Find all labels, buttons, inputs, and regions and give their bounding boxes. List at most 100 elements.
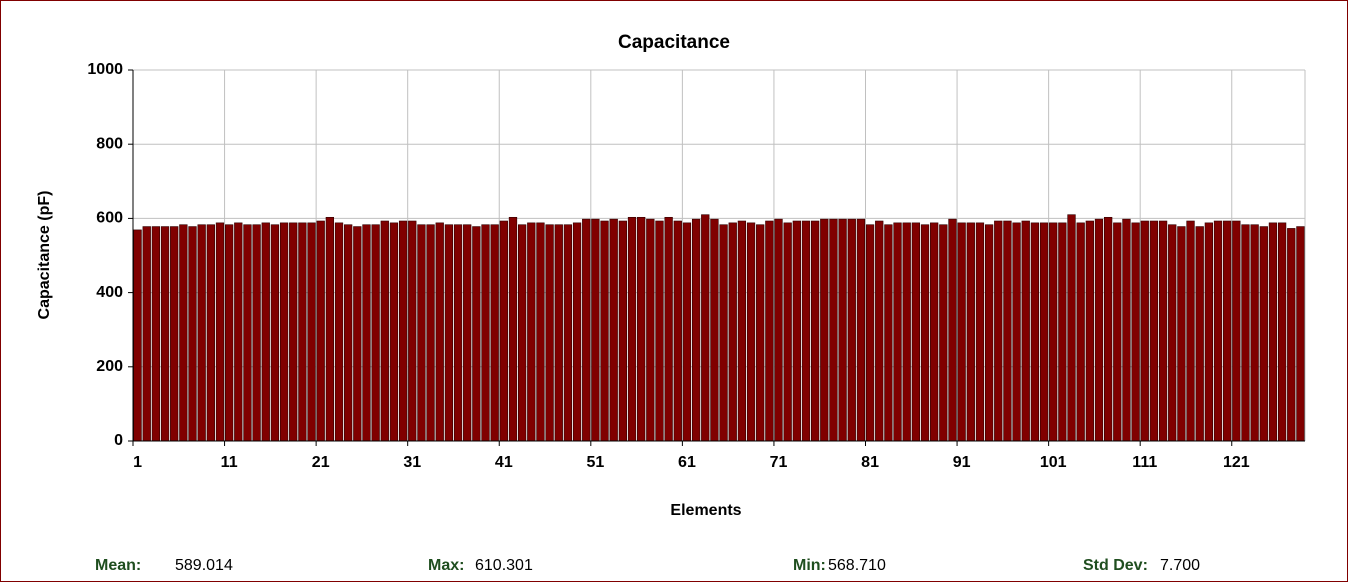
bar (884, 224, 893, 442)
bar (371, 224, 380, 442)
x-axis-label: Elements (670, 502, 741, 519)
bar (646, 218, 655, 442)
bar (472, 226, 481, 442)
bar (1049, 222, 1058, 442)
bar (224, 224, 234, 442)
bar (298, 222, 307, 442)
bar (1131, 222, 1140, 442)
bar (1250, 224, 1259, 442)
bar (673, 220, 682, 442)
y-tick-label: 1000 (87, 61, 123, 78)
bar (627, 216, 637, 442)
bar (948, 218, 957, 442)
x-tick-label: 21 (312, 454, 330, 471)
bar (554, 224, 563, 442)
bar (756, 224, 765, 442)
x-tick-label: 121 (1223, 454, 1250, 471)
bar (435, 222, 444, 442)
bar (517, 224, 527, 442)
bar (1296, 226, 1305, 442)
x-tick-label: 91 (953, 454, 971, 471)
bar (637, 216, 646, 442)
bar (362, 224, 371, 442)
bar (930, 222, 939, 442)
bar (1204, 222, 1214, 442)
bar (719, 224, 728, 442)
bar (261, 222, 270, 442)
bar (829, 218, 838, 442)
bar (1012, 222, 1021, 442)
bar (792, 220, 801, 442)
bar (1277, 222, 1287, 442)
stat-value: 568.710 (828, 557, 886, 574)
bar (1177, 226, 1186, 442)
bar (197, 224, 206, 442)
bar (270, 224, 280, 442)
bar (1232, 220, 1241, 442)
bar (252, 224, 261, 442)
bar (481, 224, 490, 442)
x-tick-label: 61 (678, 454, 696, 471)
bar (655, 220, 664, 442)
bar (380, 220, 389, 442)
stat-value: 589.014 (175, 557, 233, 574)
bar (691, 218, 701, 442)
bar (783, 222, 792, 442)
bar (1158, 220, 1168, 442)
bar (801, 220, 811, 442)
bar (966, 222, 975, 442)
bar (206, 224, 215, 442)
bar (582, 218, 591, 442)
bar (444, 224, 454, 442)
bar (1241, 224, 1250, 442)
bar (353, 226, 362, 442)
x-tick-label: 101 (1040, 454, 1067, 471)
x-tick-label: 1 (133, 454, 142, 471)
bar (1067, 214, 1076, 442)
bar (1039, 222, 1049, 442)
bar (1149, 220, 1159, 442)
bar (810, 220, 820, 442)
bar (1268, 222, 1278, 442)
stat-label: Max: (428, 557, 464, 574)
bar (1030, 222, 1040, 442)
y-tick-label: 200 (96, 358, 123, 375)
bar (618, 220, 628, 442)
bar (398, 220, 408, 442)
stat-value: 7.700 (1160, 557, 1200, 574)
bar (1085, 220, 1094, 442)
bar (417, 224, 426, 442)
bar (508, 216, 518, 442)
bar (160, 226, 170, 442)
bar (490, 224, 499, 442)
bar (737, 220, 747, 442)
bar (408, 220, 417, 442)
bar (838, 218, 847, 442)
bar (893, 222, 902, 442)
bar (527, 222, 536, 442)
bar (289, 222, 298, 442)
bar (463, 224, 472, 442)
bar (279, 222, 289, 442)
bar (1186, 220, 1195, 442)
bar (536, 222, 545, 442)
bar (179, 224, 188, 442)
bar (701, 214, 710, 442)
bar (664, 216, 673, 442)
stat-value: 610.301 (475, 557, 533, 574)
bar (957, 222, 966, 442)
x-tick-label: 81 (861, 454, 879, 471)
bar (389, 222, 399, 442)
bar (1103, 216, 1113, 442)
bar (316, 220, 325, 442)
bar (170, 226, 179, 442)
stat-label: Min: (793, 557, 826, 574)
bar (875, 220, 884, 442)
x-tick-label: 11 (221, 454, 238, 471)
bar (728, 222, 737, 442)
bar (975, 222, 985, 442)
bar (453, 224, 463, 442)
bar (1122, 218, 1131, 442)
bar (591, 218, 600, 442)
